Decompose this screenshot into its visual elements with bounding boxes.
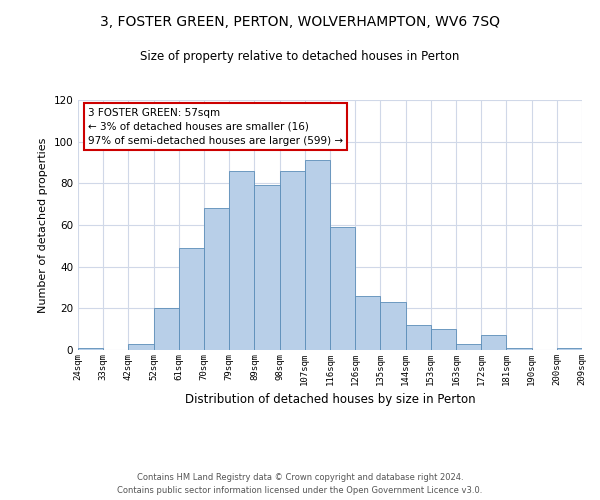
Bar [406, 325, 431, 350]
Bar [280, 171, 305, 350]
Text: Contains HM Land Registry data © Crown copyright and database right 2024.: Contains HM Land Registry data © Crown c… [137, 474, 463, 482]
Bar [481, 336, 506, 350]
Bar [305, 160, 330, 350]
Bar [204, 208, 229, 350]
Bar [179, 248, 204, 350]
Bar [557, 348, 582, 350]
Text: 3, FOSTER GREEN, PERTON, WOLVERHAMPTON, WV6 7SQ: 3, FOSTER GREEN, PERTON, WOLVERHAMPTON, … [100, 15, 500, 29]
Bar [456, 344, 481, 350]
Y-axis label: Number of detached properties: Number of detached properties [38, 138, 48, 312]
Bar [431, 329, 456, 350]
Bar [229, 171, 254, 350]
Bar [380, 302, 406, 350]
Bar [330, 227, 355, 350]
Bar [355, 296, 380, 350]
Bar [506, 348, 532, 350]
Bar [128, 344, 154, 350]
Bar [254, 186, 280, 350]
Bar [78, 348, 103, 350]
Text: 3 FOSTER GREEN: 57sqm
← 3% of detached houses are smaller (16)
97% of semi-detac: 3 FOSTER GREEN: 57sqm ← 3% of detached h… [88, 108, 343, 146]
Text: Size of property relative to detached houses in Perton: Size of property relative to detached ho… [140, 50, 460, 63]
Text: Contains public sector information licensed under the Open Government Licence v3: Contains public sector information licen… [118, 486, 482, 495]
Bar [154, 308, 179, 350]
X-axis label: Distribution of detached houses by size in Perton: Distribution of detached houses by size … [185, 394, 475, 406]
